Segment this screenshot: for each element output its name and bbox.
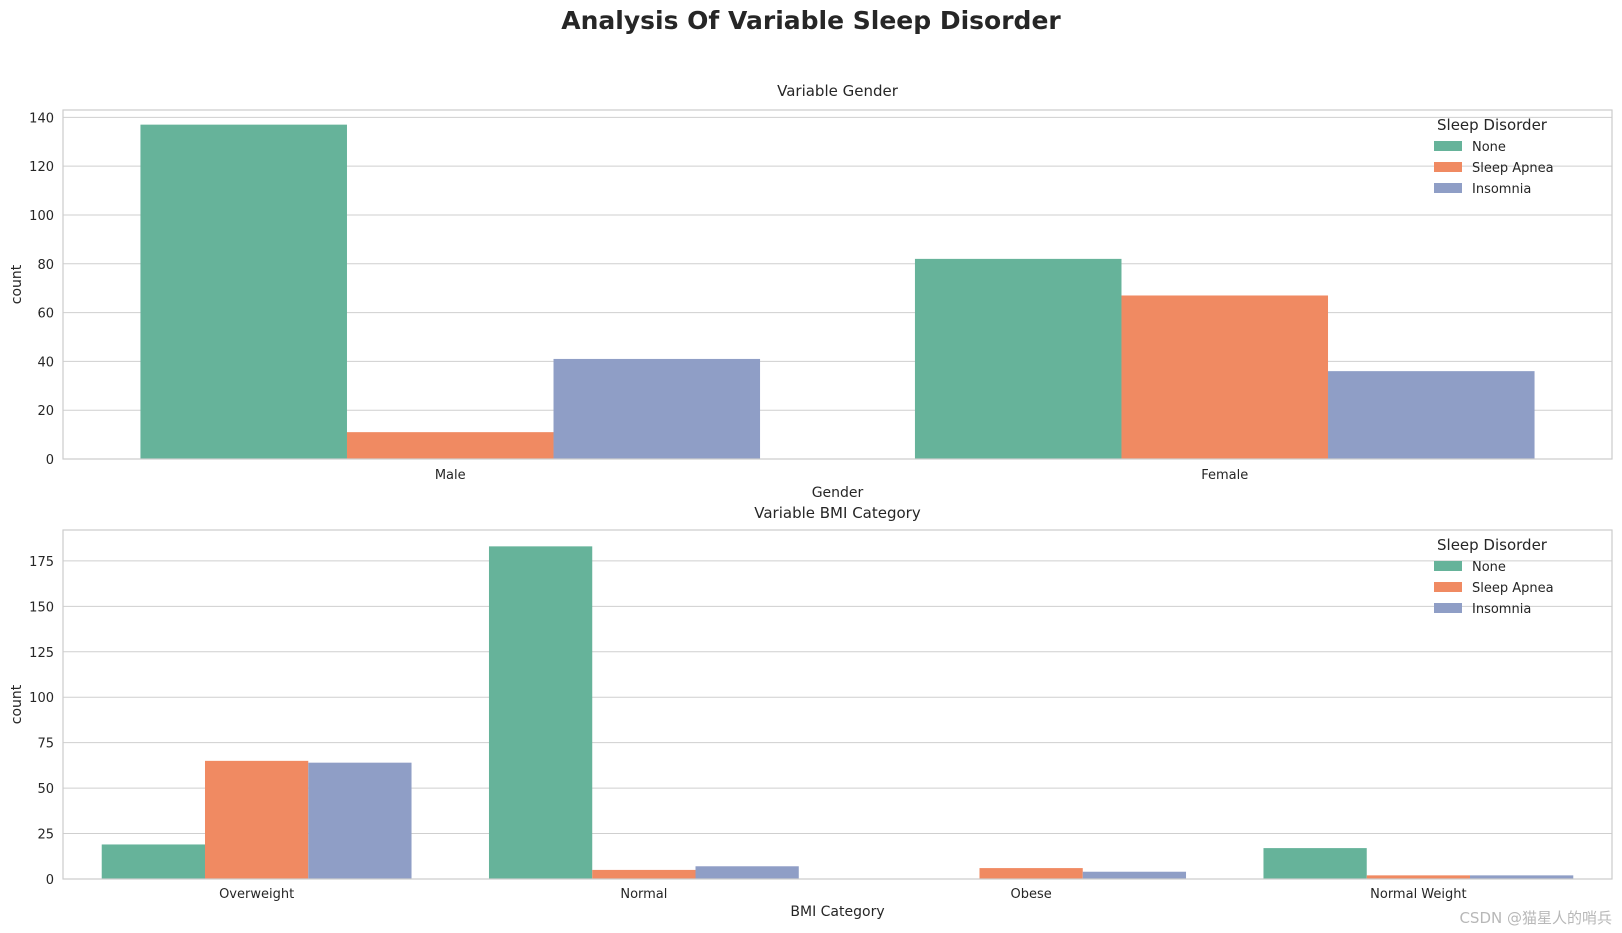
bar-male-sleep-apnea [346,432,554,459]
bar-normal-sleep-apnea [592,869,696,879]
legend: Sleep Disorder None Sleep Apnea Insomnia [1434,116,1554,197]
chart-bmi-category: 0 25 50 75 100 125 150 175 Overweight Normal Obese… [9,504,1613,920]
legend-swatch-none [1434,561,1462,571]
legend-label-sleep-apnea: Sleep Apnea [1472,161,1554,176]
y-tick-label: 120 [29,160,54,175]
bar-normal-weight-none [1263,848,1367,879]
legend-swatch-insomnia [1434,183,1462,193]
plot-frame [62,109,1613,460]
y-tick-label: 60 [37,307,54,322]
y-tick-label: 100 [29,691,54,706]
bar-overweight-sleep-apnea [204,760,309,879]
legend-label-insomnia: Insomnia [1472,602,1531,617]
y-tick-label: 25 [37,828,54,843]
y-tick-label: 20 [37,404,54,419]
y-tick-label: 125 [29,646,54,661]
y-tick-label: 140 [29,111,54,126]
plot-frame [62,529,1613,880]
bar-obese-sleep-apnea [979,868,1083,879]
bar-male-insomnia [553,358,761,459]
x-tick-label: Obese [1010,887,1051,902]
y-axis-label: count [9,264,25,304]
bar-normal-insomnia [695,866,799,879]
bar-overweight-insomnia [308,762,412,879]
x-tick-label: Normal Weight [1370,887,1466,902]
y-axis-label: count [9,684,25,724]
y-tick-label: 150 [29,600,54,615]
legend-label-none: None [1472,140,1506,155]
y-tick-label: 40 [37,355,54,370]
y-tick-label: 0 [46,453,54,468]
legend-label-sleep-apnea: Sleep Apnea [1472,581,1554,596]
x-tick-label: Normal [620,887,667,902]
x-tick-label: Female [1201,468,1248,483]
legend-label-insomnia: Insomnia [1472,182,1531,197]
legend-label-none: None [1472,560,1506,575]
x-axis-label: Gender [812,485,864,501]
legend-swatch-insomnia [1434,603,1462,613]
legend-swatch-sleep-apnea [1434,162,1462,172]
y-tick-label: 100 [29,209,54,224]
figure-suptitle: Analysis Of Variable Sleep Disorder [561,6,1061,35]
bar-female-sleep-apnea [1121,295,1329,459]
x-tick-label: Male [435,468,466,483]
chart-gender: 0 20 40 60 80 100 120 140 Male Female Variable Gen… [9,82,1613,501]
x-tick-label: Overweight [219,887,294,902]
y-tick-label: 50 [37,782,54,797]
bar-male-none [140,124,347,459]
watermark: CSDN @猫星人的哨兵 [1459,909,1612,927]
x-axis-label: BMI Category [790,904,884,920]
legend-title: Sleep Disorder [1437,116,1548,134]
y-tick-label: 175 [29,555,54,570]
bar-female-insomnia [1328,371,1535,459]
bar-obese-insomnia [1082,871,1187,879]
legend-swatch-sleep-apnea [1434,582,1462,592]
y-tick-label: 75 [37,737,54,752]
bar-female-none [914,258,1122,459]
chart-title: Variable BMI Category [754,504,921,522]
y-tick-label: 80 [37,258,54,273]
bar-normal-weight-insomnia [1470,875,1574,879]
legend: Sleep Disorder None Sleep Apnea Insomnia [1434,536,1554,617]
bar-normal-none [488,546,593,879]
chart-title: Variable Gender [777,82,899,100]
bar-normal-weight-sleep-apnea [1366,875,1471,879]
bar-overweight-none [101,844,205,879]
legend-title: Sleep Disorder [1437,536,1548,554]
y-tick-label: 0 [46,873,54,888]
legend-swatch-none [1434,141,1462,151]
